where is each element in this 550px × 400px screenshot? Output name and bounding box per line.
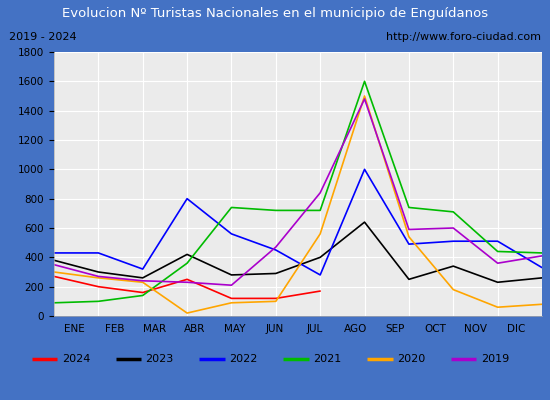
Text: FEB: FEB [104,324,124,334]
Text: 2019 - 2024: 2019 - 2024 [9,32,77,42]
Text: DIC: DIC [507,324,525,334]
Text: Evolucion Nº Turistas Nacionales en el municipio de Enguídanos: Evolucion Nº Turistas Nacionales en el m… [62,6,488,20]
Text: 2019: 2019 [481,354,510,364]
Text: SEP: SEP [386,324,405,334]
Text: 2020: 2020 [398,354,426,364]
Text: ENE: ENE [64,324,85,334]
Text: MAR: MAR [143,324,166,334]
Text: JUL: JUL [307,324,323,334]
Text: MAY: MAY [224,324,245,334]
Text: http://www.foro-ciudad.com: http://www.foro-ciudad.com [386,32,541,42]
Text: ABR: ABR [184,324,205,334]
Text: 2023: 2023 [146,354,174,364]
Text: AGO: AGO [344,324,367,334]
Text: 2021: 2021 [314,354,342,364]
Text: OCT: OCT [425,324,447,334]
Text: JUN: JUN [266,324,284,334]
Text: 2024: 2024 [62,354,90,364]
Text: 2022: 2022 [229,354,258,364]
Text: NOV: NOV [464,324,487,334]
